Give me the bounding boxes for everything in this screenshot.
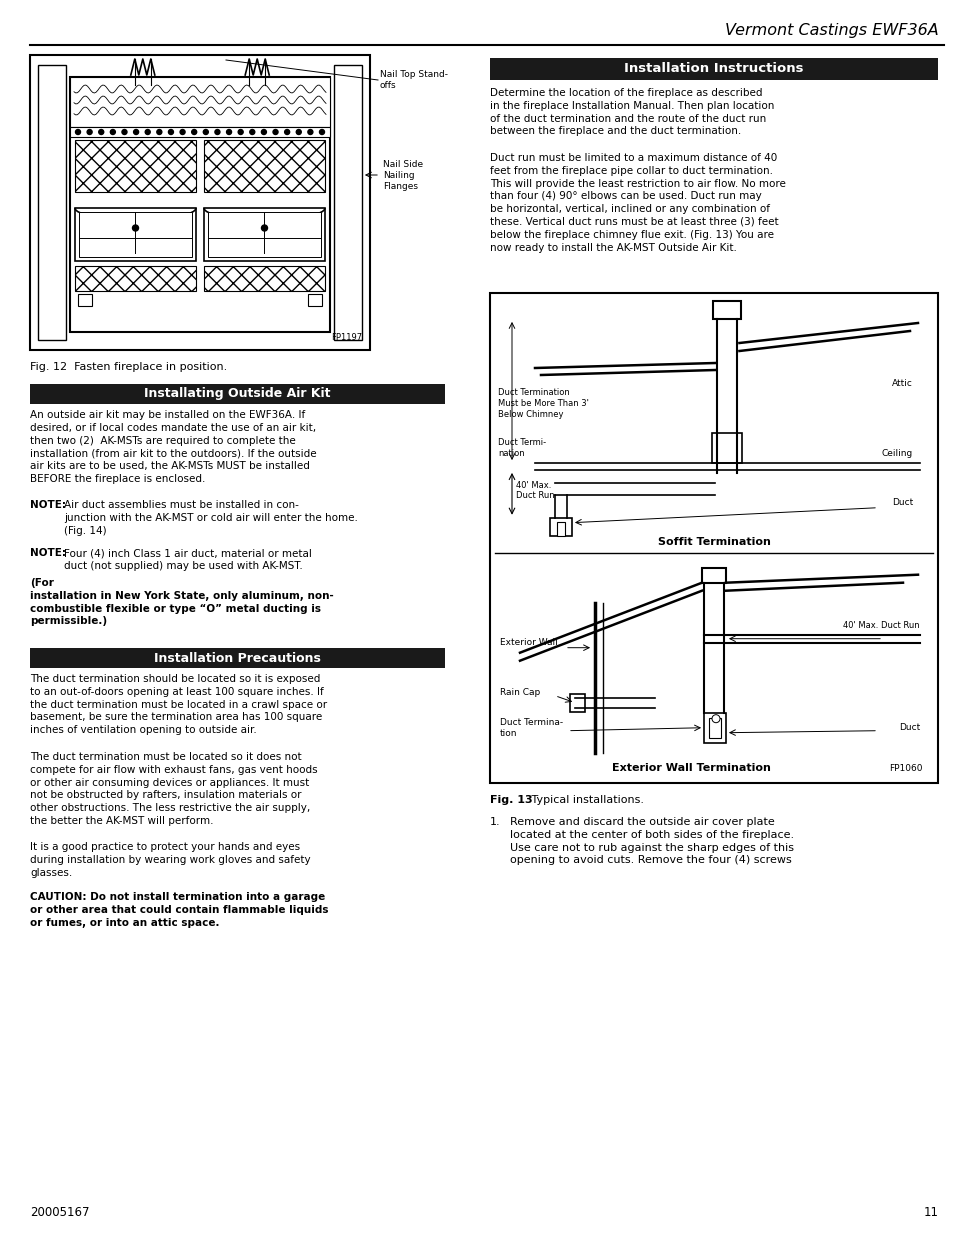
- Text: Duct Termination
Must be More Than 3'
Below Chimney: Duct Termination Must be More Than 3' Be…: [497, 388, 588, 419]
- Text: Duct run must be limited to a maximum distance of 40
feet from the fireplace pip: Duct run must be limited to a maximum di…: [490, 153, 785, 253]
- FancyBboxPatch shape: [75, 207, 195, 261]
- Bar: [30, 56, 370, 350]
- Text: Rain Cap: Rain Cap: [499, 688, 539, 698]
- Bar: [708, 718, 720, 737]
- Text: Fig. 12  Fasten fireplace in position.: Fig. 12 Fasten fireplace in position.: [30, 362, 227, 372]
- FancyBboxPatch shape: [79, 212, 192, 257]
- Bar: [204, 140, 325, 191]
- FancyBboxPatch shape: [204, 207, 325, 261]
- Circle shape: [308, 130, 313, 135]
- Bar: [78, 294, 91, 306]
- Circle shape: [296, 130, 301, 135]
- Text: The duct termination must be located so it does not
compete for air flow with ex: The duct termination must be located so …: [30, 752, 317, 826]
- Text: Duct: Duct: [898, 724, 919, 732]
- Text: NOTE:: NOTE:: [30, 500, 66, 510]
- Bar: [38, 65, 66, 340]
- Text: CAUTION: Do not install termination into a garage
or other area that could conta: CAUTION: Do not install termination into…: [30, 892, 328, 927]
- Circle shape: [273, 130, 277, 135]
- Circle shape: [133, 130, 138, 135]
- Text: Ceiling: Ceiling: [881, 450, 912, 458]
- Circle shape: [192, 130, 196, 135]
- Text: Typical installations.: Typical installations.: [527, 795, 643, 805]
- Bar: [30, 384, 444, 404]
- Text: 11: 11: [923, 1207, 938, 1219]
- Text: NOTE:: NOTE:: [30, 548, 66, 558]
- Bar: [701, 568, 725, 583]
- Circle shape: [214, 130, 220, 135]
- Text: Exterior Wall Termination: Exterior Wall Termination: [612, 763, 770, 773]
- Bar: [75, 266, 195, 291]
- Text: Installation Instructions: Installation Instructions: [623, 63, 803, 75]
- Circle shape: [75, 130, 80, 135]
- Text: FP1197: FP1197: [331, 333, 361, 342]
- Text: Soffit Termination: Soffit Termination: [657, 537, 770, 547]
- Text: 20005167: 20005167: [30, 1207, 90, 1219]
- Circle shape: [87, 130, 92, 135]
- Text: Nail Top Stand-
offs: Nail Top Stand- offs: [379, 70, 448, 90]
- Circle shape: [319, 130, 324, 135]
- Bar: [70, 127, 330, 137]
- Circle shape: [711, 715, 720, 722]
- Bar: [703, 713, 725, 742]
- Circle shape: [250, 130, 254, 135]
- Circle shape: [226, 130, 232, 135]
- Text: Air duct assemblies must be installed in con-
junction with the AK-MST or cold a: Air duct assemblies must be installed in…: [64, 500, 357, 536]
- Text: Duct Termi-
nation: Duct Termi- nation: [497, 438, 545, 458]
- Bar: [569, 694, 584, 711]
- Text: Remove and discard the outside air cover plate
located at the center of both sid: Remove and discard the outside air cover…: [510, 818, 793, 866]
- Text: Vermont Castings EWF36A: Vermont Castings EWF36A: [724, 23, 938, 38]
- Text: Duct Termina-
tion: Duct Termina- tion: [499, 718, 562, 737]
- Circle shape: [238, 130, 243, 135]
- Text: 40' Max. Duct Run: 40' Max. Duct Run: [842, 621, 919, 630]
- FancyBboxPatch shape: [208, 212, 320, 257]
- Circle shape: [98, 130, 104, 135]
- Bar: [75, 140, 195, 191]
- Circle shape: [169, 130, 173, 135]
- Text: Duct: Duct: [891, 498, 912, 508]
- Bar: [334, 65, 361, 340]
- Circle shape: [145, 130, 150, 135]
- Bar: [550, 517, 572, 536]
- Bar: [30, 648, 444, 668]
- Circle shape: [261, 130, 266, 135]
- Bar: [713, 301, 740, 319]
- Text: Attic: Attic: [891, 378, 912, 388]
- Bar: [712, 433, 741, 463]
- Text: Nail Side
Nailing
Flanges: Nail Side Nailing Flanges: [382, 161, 423, 191]
- Text: The duct termination should be located so it is exposed
to an out-of-doors openi: The duct termination should be located s…: [30, 674, 327, 735]
- Bar: [557, 521, 564, 536]
- Text: Installating Outside Air Kit: Installating Outside Air Kit: [144, 388, 331, 400]
- Text: FP1060: FP1060: [888, 764, 923, 773]
- Text: Four (4) inch Class 1 air duct, material or metal
duct (not supplied) may be use: Four (4) inch Class 1 air duct, material…: [64, 548, 312, 571]
- Circle shape: [203, 130, 208, 135]
- Text: Installation Precautions: Installation Precautions: [153, 652, 320, 664]
- Circle shape: [180, 130, 185, 135]
- Circle shape: [122, 130, 127, 135]
- Bar: [70, 77, 330, 332]
- Circle shape: [156, 130, 162, 135]
- Text: 1.: 1.: [490, 818, 500, 827]
- Circle shape: [132, 225, 138, 231]
- Circle shape: [111, 130, 115, 135]
- Text: (For
installation in New York State, only aluminum, non-
combustible flexible or: (For installation in New York State, onl…: [30, 578, 334, 626]
- Circle shape: [261, 225, 267, 231]
- Bar: [308, 294, 322, 306]
- Text: Exterior Wall: Exterior Wall: [499, 638, 558, 647]
- Bar: [70, 77, 330, 127]
- Text: An outside air kit may be installed on the EWF36A. If
desired, or if local codes: An outside air kit may be installed on t…: [30, 410, 316, 484]
- Text: Fig. 13: Fig. 13: [490, 795, 532, 805]
- Circle shape: [284, 130, 290, 135]
- Bar: [490, 293, 937, 783]
- Text: 40' Max.
Duct Run: 40' Max. Duct Run: [516, 480, 554, 500]
- Bar: [204, 266, 325, 291]
- Text: It is a good practice to protect your hands and eyes
during installation by wear: It is a good practice to protect your ha…: [30, 842, 311, 878]
- Bar: [490, 58, 937, 80]
- Text: Determine the location of the fireplace as described
in the fireplace Installati: Determine the location of the fireplace …: [490, 88, 774, 136]
